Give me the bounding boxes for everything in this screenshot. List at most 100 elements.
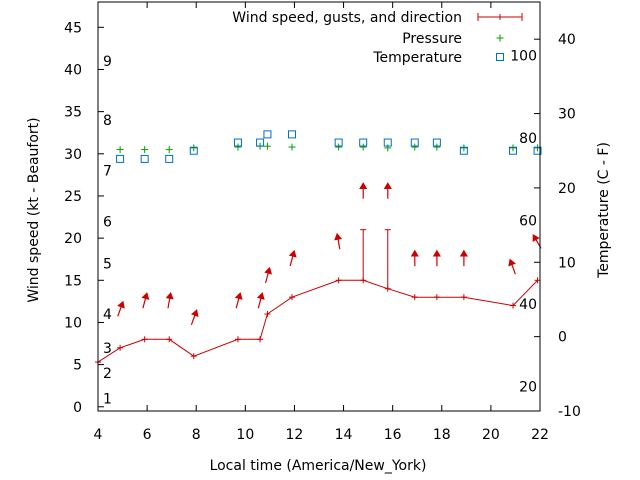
x-tick-label: 10 [236,427,254,443]
pressure-point [116,146,124,154]
y-tick-label: 30 [64,147,82,163]
legend-label: Wind speed, gusts, and direction [232,10,462,26]
wind-direction-arrow [165,291,174,309]
x-tick-label: 12 [286,427,304,443]
y-tick-label: 45 [64,20,82,36]
temperature-point [432,138,441,147]
legend-entry: Pressure [402,31,504,47]
wind-direction-arrow [359,182,368,199]
wind-direction-arrow [288,249,297,267]
pressure-point [288,143,296,151]
temperature-point [334,138,343,147]
wind-speed-point [264,311,271,318]
temperature-point [140,154,149,163]
pressure-point [359,143,367,151]
beaufort-label: 7 [103,164,112,180]
legend-mark [496,53,504,61]
x-tick-label: 8 [192,427,201,443]
wind-speed-point [411,294,418,301]
wind-direction-arrow [334,232,343,250]
wind-direction-arrow [234,292,243,309]
wind-direction-arrow [410,249,419,267]
pressure-point [165,146,173,154]
beaufort-label: 5 [103,256,112,272]
x-tick-label: 4 [94,427,103,443]
x-tick-label: 16 [384,427,402,443]
temperature-point [533,146,542,155]
wind-direction-arrow [190,309,199,325]
y2-tick-label: 10 [558,255,576,271]
wind-speed-point [257,336,264,343]
wind-direction-arrow [256,292,265,309]
wind-speed-point [433,294,440,301]
beaufort-label: 2 [103,366,112,382]
pressure-point [509,144,517,152]
y2-tick-label: 20 [558,181,576,197]
x-tick-label: 20 [482,427,500,443]
y-tick-label: 40 [64,62,82,78]
legend-label: Temperature [372,50,462,66]
y-tick-label: 35 [64,105,82,121]
y-tick-label: 20 [64,231,82,247]
wind-direction-arrow [141,292,150,309]
y-tick-label: 25 [64,189,82,205]
wind-direction-arrow [459,249,468,267]
y2-tick-label: -10 [558,404,581,420]
fahrenheit-label: 20 [519,379,537,395]
wind-direction-arrow [532,233,542,249]
y2-tick-label: 0 [558,330,567,346]
x-tick-label: 22 [531,427,549,443]
temperature-point [263,130,272,139]
wind-speed-point [141,336,148,343]
wind-speed-line [97,279,538,363]
pressure-point [460,144,468,152]
wind-speed-point [166,336,173,343]
plot-frame [97,1,541,412]
temperature-point [287,130,296,139]
pressure-point [263,142,271,150]
beaufort-label: 3 [103,341,112,357]
fahrenheit-label: 80 [519,131,537,147]
temperature-point [359,138,368,147]
y-tick-label: 15 [64,273,82,289]
pressure-point [141,146,149,154]
temperature-point [165,154,174,163]
x-axis-label: Local time (America/New_York) [210,458,427,474]
temperature-point [383,138,392,147]
legend-entry: Wind speed, gusts, and direction [232,10,523,26]
y-tick-label: 5 [73,358,82,374]
wind-speed-point [509,302,516,309]
beaufort-label: 6 [103,214,112,230]
y2-tick-label: 40 [558,32,576,48]
pressure-point [335,143,343,151]
wind-direction-arrow [508,258,516,275]
beaufort-label: 8 [103,113,112,129]
temperature-point [256,138,265,147]
wind-direction-arrow [432,249,441,267]
temperature-point [410,138,419,147]
legend-label: Pressure [402,31,462,47]
legend-entry: Temperature [372,50,504,66]
x-tick-label: 6 [143,427,152,443]
y-tick-label: 0 [73,400,82,416]
beaufort-label: 9 [103,54,112,70]
temperature-point [116,154,125,163]
y2-tick-label: 30 [558,107,576,123]
y-tick-label: 10 [64,315,82,331]
x-tick-label: 14 [335,427,353,443]
pressure-point [411,143,419,151]
pressure-point [234,143,242,151]
pressure-point [433,143,441,151]
beaufort-label: 1 [103,391,112,407]
wind-speed-point [190,353,197,360]
temperature-point [508,146,517,155]
temperature-point [233,138,242,147]
temperature-point [459,146,468,155]
temperature-point [189,146,198,155]
wind-direction-arrow [117,300,125,317]
pressure-point [190,144,198,152]
fahrenheit-label: 40 [519,297,537,313]
x-tick-label: 18 [433,427,451,443]
beaufort-label: 4 [103,307,112,323]
